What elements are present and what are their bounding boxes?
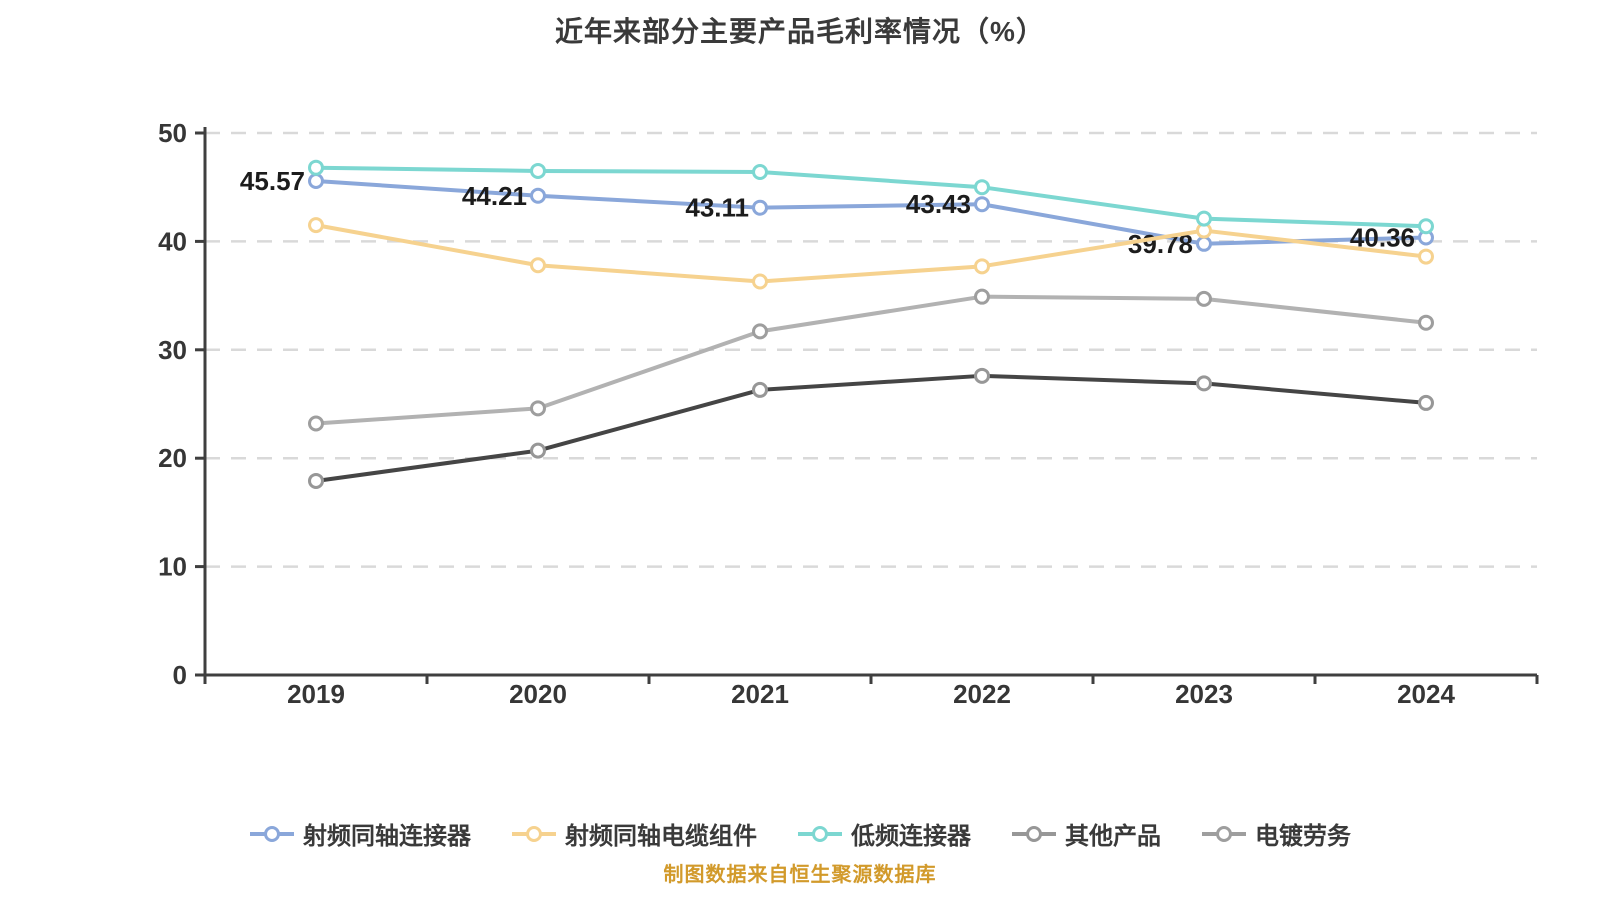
data-label: 43.43 — [906, 189, 971, 219]
legend-item-other-products[interactable]: 其他产品 — [1011, 816, 1161, 851]
legend-item-rf-coaxial-cable-assembly[interactable]: 射频同轴电缆组件 — [511, 816, 757, 851]
data-point[interactable] — [308, 173, 324, 190]
data-point[interactable] — [308, 415, 324, 432]
data-point[interactable] — [974, 179, 990, 196]
legend-item-electroplating-services[interactable]: 电镀劳务 — [1201, 816, 1351, 851]
data-point[interactable] — [752, 199, 768, 216]
y-tick-label: 50 — [158, 118, 187, 148]
data-point[interactable] — [530, 257, 546, 274]
legend-marker-icon — [798, 825, 842, 842]
data-point[interactable] — [752, 381, 768, 398]
y-tick-label: 40 — [158, 226, 187, 256]
data-point[interactable] — [1196, 235, 1212, 252]
data-point[interactable] — [974, 196, 990, 213]
data-point[interactable] — [1196, 375, 1212, 392]
data-point[interactable] — [974, 288, 990, 305]
legend-item-low-frequency-connector[interactable]: 低频连接器 — [797, 816, 971, 851]
legend-marker-icon — [1012, 825, 1056, 842]
data-label: 45.57 — [240, 166, 305, 196]
x-tick-label: 2023 — [1175, 679, 1233, 709]
legend-label: 电镀劳务 — [1255, 823, 1351, 850]
data-label: 44.21 — [462, 181, 527, 211]
legend-label: 射频同轴电缆组件 — [565, 823, 757, 850]
chart-legend: 射频同轴连接器 射频同轴电缆组件 低频连接器 其他产品 — [0, 816, 1600, 851]
data-source-note: 制图数据来自恒生聚源数据库 — [663, 864, 937, 886]
series-line-3 — [314, 373, 1428, 483]
data-point[interactable] — [974, 258, 990, 275]
data-point[interactable] — [1418, 218, 1434, 235]
data-point[interactable] — [530, 400, 546, 417]
chart-title: 近年来部分主要产品毛利率情况（%） — [555, 16, 1045, 47]
data-label: 43.11 — [685, 193, 749, 223]
x-tick-label: 2021 — [731, 679, 789, 709]
data-point[interactable] — [530, 442, 546, 459]
y-tick-label: 30 — [158, 335, 187, 365]
y-tick-label: 20 — [158, 443, 187, 473]
data-point[interactable] — [752, 323, 768, 340]
data-point[interactable] — [1418, 248, 1434, 265]
data-point[interactable] — [1196, 210, 1212, 227]
data-point[interactable] — [308, 217, 324, 234]
series-line-1 — [314, 223, 1428, 284]
legend-marker-icon — [512, 825, 556, 842]
data-point[interactable] — [1418, 314, 1434, 331]
data-point[interactable] — [1196, 290, 1212, 307]
legend-label: 其他产品 — [1065, 823, 1161, 850]
x-tick-label: 2019 — [287, 679, 345, 709]
data-point[interactable] — [752, 164, 768, 181]
legend-marker-icon — [1202, 825, 1246, 842]
y-tick-label: 10 — [158, 552, 187, 582]
data-point[interactable] — [752, 273, 768, 290]
data-point[interactable] — [1418, 394, 1434, 411]
legend-label: 射频同轴连接器 — [303, 823, 471, 850]
y-tick-label: 0 — [173, 660, 187, 690]
series-line-2 — [314, 165, 1428, 229]
legend-label: 低频连接器 — [851, 823, 971, 850]
data-point[interactable] — [530, 162, 546, 179]
data-point[interactable] — [308, 159, 324, 176]
data-point[interactable] — [530, 187, 546, 204]
series-line-4 — [314, 294, 1428, 426]
x-tick-label: 2020 — [509, 679, 567, 709]
data-point[interactable] — [308, 472, 324, 489]
legend-item-rf-coaxial-connector[interactable]: 射频同轴连接器 — [249, 816, 471, 851]
series-line-0 — [314, 179, 1428, 246]
legend-marker-icon — [250, 825, 294, 842]
x-tick-label: 2024 — [1397, 679, 1455, 709]
x-tick-label: 2022 — [953, 679, 1011, 709]
data-point[interactable] — [974, 367, 990, 384]
